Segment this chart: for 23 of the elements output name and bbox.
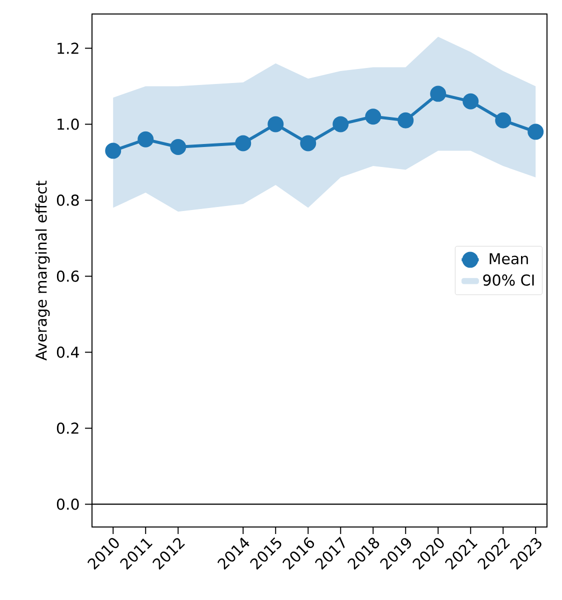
point [462, 93, 479, 110]
point [268, 116, 284, 132]
y-tick-label: 0.8 [56, 194, 79, 206]
point [105, 142, 122, 159]
legend-label: 90% CI [483, 274, 534, 286]
legend-label: Mean [490, 253, 528, 264]
point [138, 131, 154, 148]
y-tick-label: 0.2 [56, 422, 78, 434]
y-tick-label: 0.0 [56, 498, 79, 510]
point [300, 135, 316, 152]
point [365, 108, 382, 125]
y-tick-label: 1.0 [58, 118, 79, 130]
point [235, 135, 252, 152]
point [398, 112, 414, 128]
y-tick-label: 0.4 [56, 346, 79, 358]
point [528, 124, 544, 140]
y-tick-label: 0.6 [56, 270, 79, 282]
point [495, 112, 512, 128]
point [430, 86, 446, 102]
point [332, 116, 349, 132]
point [170, 139, 186, 155]
y-tick-label: 1.2 [58, 42, 78, 54]
y-axis-title: Average marginal effect [35, 180, 50, 361]
